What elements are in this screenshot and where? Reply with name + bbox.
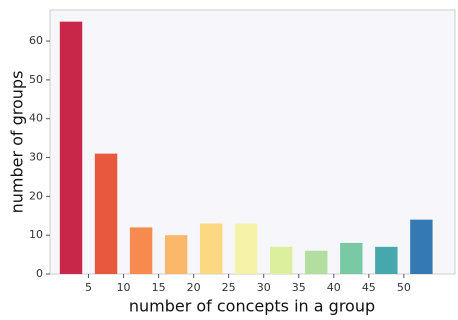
x-tick-label: 50 [397,281,411,294]
x-tick-label: 20 [187,281,201,294]
x-tick-label: 15 [152,281,166,294]
bar [270,246,293,274]
x-tick-label: 45 [362,281,376,294]
x-tick-label: 30 [257,281,271,294]
y-axis-label: number of groups [8,71,27,214]
bar [305,250,328,274]
bar [234,223,258,274]
bar [94,153,118,274]
x-tick-label: 35 [292,281,306,294]
bar [410,219,433,274]
y-tick-label: 10 [29,228,43,241]
y-tick-label: 20 [29,189,43,202]
bar [164,235,188,274]
x-tick-label: 40 [327,281,341,294]
bar [199,223,223,274]
y-tick-label: 50 [29,73,43,86]
bar [375,246,398,274]
x-tick-label: 5 [85,281,92,294]
bar [129,227,153,274]
y-tick-label: 0 [36,267,43,280]
x-axis-label: number of concepts in a group [129,297,375,316]
y-tick-label: 40 [29,112,43,125]
x-tick-label: 25 [222,281,236,294]
bar [340,242,363,274]
y-tick-label: 60 [29,34,43,47]
y-tick-label: 30 [29,151,43,164]
x-tick-label: 10 [117,281,131,294]
bar [59,21,83,274]
